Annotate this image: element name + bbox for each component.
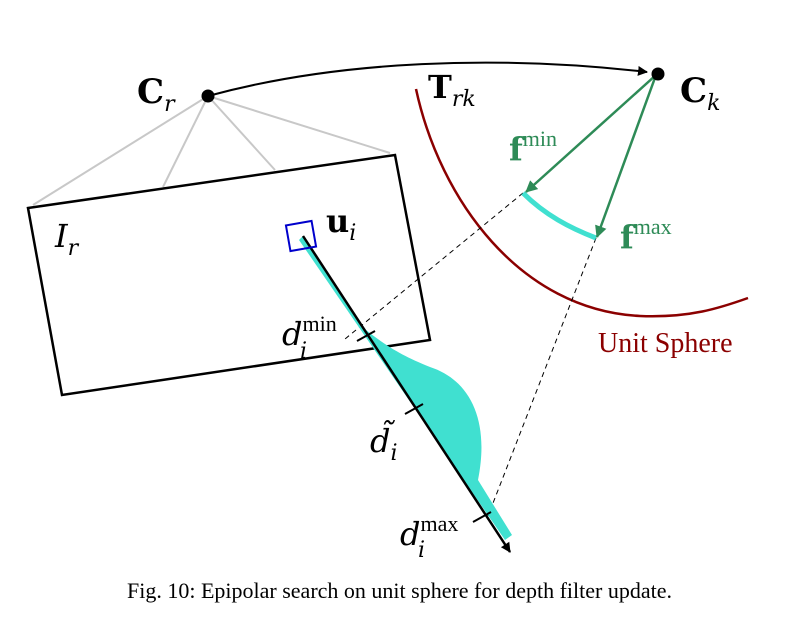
frustum-lines	[32, 95, 391, 206]
label-dmin-sub: i	[300, 339, 307, 364]
label-fmax: fmax	[620, 214, 672, 256]
label-trk: Trk	[428, 68, 476, 112]
label-dtilde: d̃i	[370, 421, 398, 466]
image-plane	[26, 153, 432, 397]
epipolar-ray	[301, 235, 512, 553]
figure-caption: Fig. 10: Epipolar search on unit sphere …	[127, 578, 672, 603]
label-ck: Ck	[680, 71, 720, 116]
transform-arc	[207, 61, 648, 97]
camera-center-k	[651, 67, 665, 81]
pixel-square	[284, 219, 318, 253]
unit-sphere-arc	[414, 88, 749, 318]
dmin-tick	[356, 330, 376, 342]
label-unit-sphere: Unit Sphere	[598, 328, 733, 359]
label-dmax: dmax	[400, 511, 458, 553]
camera-center-r	[201, 89, 215, 103]
label-fmin: fmin	[509, 126, 557, 168]
dtilde-tick	[404, 403, 424, 415]
label-ui: ui	[326, 202, 356, 246]
fmax-vector	[595, 74, 658, 238]
fmin-vector	[525, 74, 657, 193]
label-cr: Cr	[137, 72, 176, 117]
label-ir: Ir	[54, 217, 80, 261]
dashed-line-max	[487, 237, 597, 517]
epipolar-diagram: Cr Ck Trk Ir ui fmin fmax dmin i d̃i dma…	[26, 61, 749, 563]
label-dmin: dmin	[282, 311, 337, 353]
depth-distribution	[299, 236, 512, 540]
dashed-line-min	[344, 192, 524, 340]
label-dmax-sub: i	[418, 538, 425, 563]
dmax-tick	[472, 511, 492, 523]
sphere-segment	[521, 191, 597, 241]
